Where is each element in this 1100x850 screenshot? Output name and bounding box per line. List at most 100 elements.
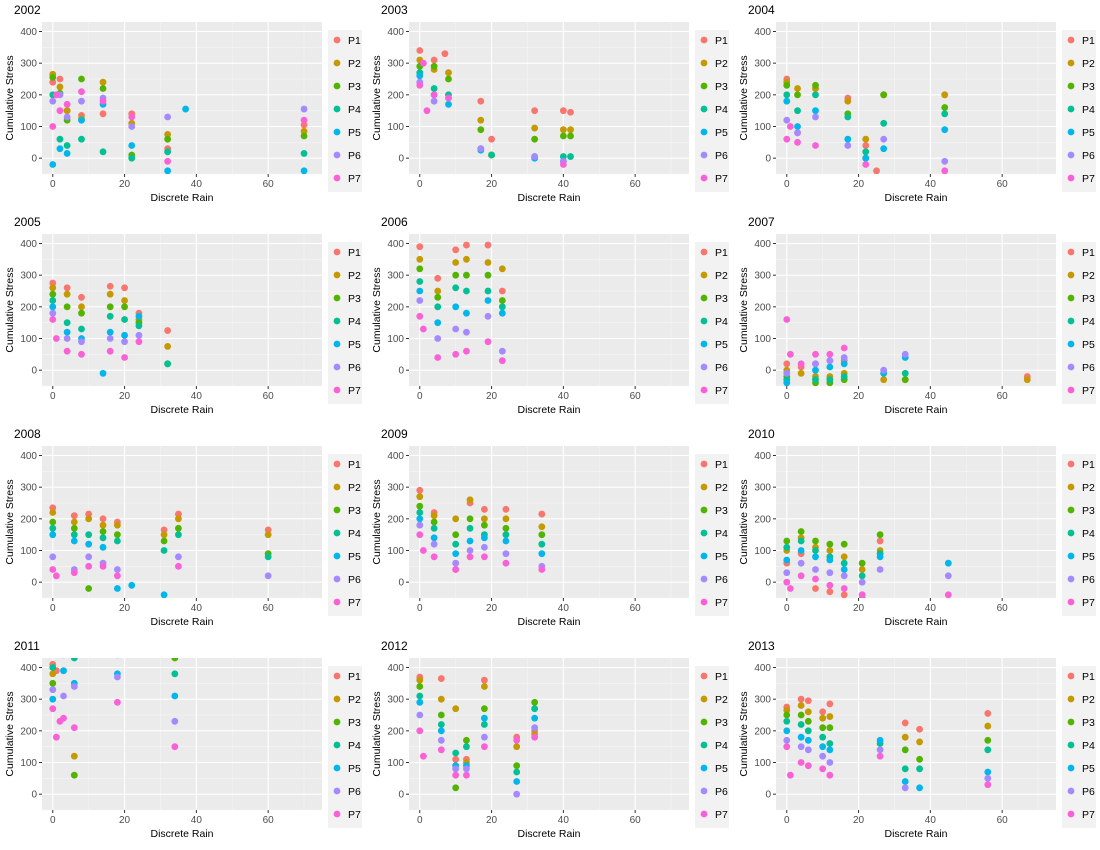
point-P5	[466, 537, 474, 545]
legend-marker-P5	[700, 128, 708, 136]
point-P6	[783, 116, 791, 124]
point-P3	[531, 135, 539, 143]
legend-marker-P5	[1067, 552, 1075, 560]
legend-marker-P4	[1067, 105, 1075, 113]
point-P7	[113, 698, 121, 706]
point-P3	[480, 521, 488, 529]
x-tick-label: 20	[119, 391, 131, 402]
point-P4	[175, 531, 182, 539]
point-P5	[804, 736, 812, 744]
y-tick-label: 100	[20, 546, 37, 557]
point-P1	[416, 243, 424, 251]
point-P2	[477, 116, 485, 124]
point-P3	[430, 62, 438, 70]
point-P5	[430, 534, 438, 542]
point-P3	[430, 518, 438, 526]
point-P7	[797, 759, 805, 766]
point-P6	[513, 790, 521, 798]
point-P3	[106, 303, 114, 311]
point-P2	[49, 284, 57, 292]
point-P2	[819, 714, 827, 722]
legend-marker-P2	[700, 695, 708, 703]
point-P3	[484, 271, 492, 279]
point-P3	[463, 271, 470, 279]
point-P2	[498, 265, 506, 273]
point-P4	[538, 540, 546, 548]
y-tick-label: 100	[754, 546, 771, 557]
point-P5	[502, 537, 510, 545]
point-P1	[49, 504, 57, 512]
legend-marker-P5	[1067, 128, 1075, 136]
point-P1	[160, 526, 168, 534]
legend-label: P1	[348, 459, 361, 471]
y-tick-label: 0	[398, 154, 404, 165]
y-tick-label: 400	[754, 451, 771, 462]
point-P1	[175, 510, 182, 518]
legend-marker-P6	[333, 151, 341, 159]
x-tick-label: 0	[417, 391, 423, 402]
point-P7	[419, 752, 427, 760]
point-P4	[164, 148, 172, 156]
point-P2	[984, 722, 992, 730]
legend-label: P3	[715, 505, 728, 517]
point-P1	[840, 591, 848, 598]
y-tick-label: 200	[754, 302, 771, 313]
point-P1	[85, 510, 93, 518]
legend-marker-P3	[333, 506, 341, 514]
legend-label: P4	[715, 528, 728, 540]
point-P5	[484, 297, 492, 304]
panel-title: 2007	[748, 215, 775, 229]
x-tick-label: 60	[263, 391, 275, 402]
legend-label: P2	[1082, 270, 1095, 282]
legend-marker-P1	[700, 36, 708, 44]
point-P6	[941, 157, 949, 165]
point-P4	[264, 553, 272, 561]
x-tick-label: 60	[630, 391, 642, 402]
point-P1	[797, 695, 805, 703]
legend-label: P2	[348, 694, 361, 706]
legend-marker-P4	[700, 317, 708, 325]
panel-title: 2004	[748, 3, 775, 17]
point-P4	[463, 287, 470, 295]
chart-2004: 2004 0 100 200 300 400 0 20 40 60 Discrete Rain Cum…	[738, 3, 1096, 204]
point-P6	[452, 559, 460, 567]
point-P6	[430, 540, 438, 548]
point-P3	[916, 755, 923, 763]
legend-marker-P1	[333, 460, 341, 468]
legend-marker-P7	[700, 386, 708, 394]
point-P7	[164, 157, 172, 165]
point-P5	[916, 784, 923, 792]
point-P4	[783, 91, 791, 99]
point-P2	[466, 496, 474, 504]
point-P5	[70, 537, 78, 545]
point-P4	[62, 658, 65, 659]
point-P7	[445, 94, 452, 102]
legend-label: P3	[348, 81, 361, 93]
x-tick-label: 40	[925, 391, 937, 402]
legend-marker-P2	[333, 483, 341, 491]
point-P3	[538, 531, 546, 539]
point-P4	[812, 91, 819, 99]
legend-label: P5	[348, 551, 361, 563]
point-P1	[480, 505, 488, 513]
point-P3	[99, 85, 107, 92]
x-tick-label: 20	[853, 603, 865, 614]
legend-marker-P1	[1067, 672, 1075, 680]
x-axis-title: Discrete Rain	[517, 828, 580, 840]
point-P7	[416, 81, 424, 89]
point-P2	[49, 509, 57, 516]
point-P6	[480, 543, 488, 551]
y-tick-label: 0	[31, 366, 37, 377]
legend-marker-P3	[1067, 82, 1075, 90]
point-P3	[783, 537, 791, 545]
point-P6	[840, 572, 848, 580]
y-tick-label: 300	[387, 483, 404, 494]
legend-label: P4	[1082, 316, 1095, 328]
point-P2	[783, 706, 791, 714]
point-P6	[416, 711, 424, 719]
legend-marker-P5	[333, 128, 341, 136]
legend-label: P5	[348, 763, 361, 775]
point-P2	[99, 521, 107, 529]
legend-marker-P2	[333, 271, 341, 279]
point-P7	[502, 559, 510, 567]
